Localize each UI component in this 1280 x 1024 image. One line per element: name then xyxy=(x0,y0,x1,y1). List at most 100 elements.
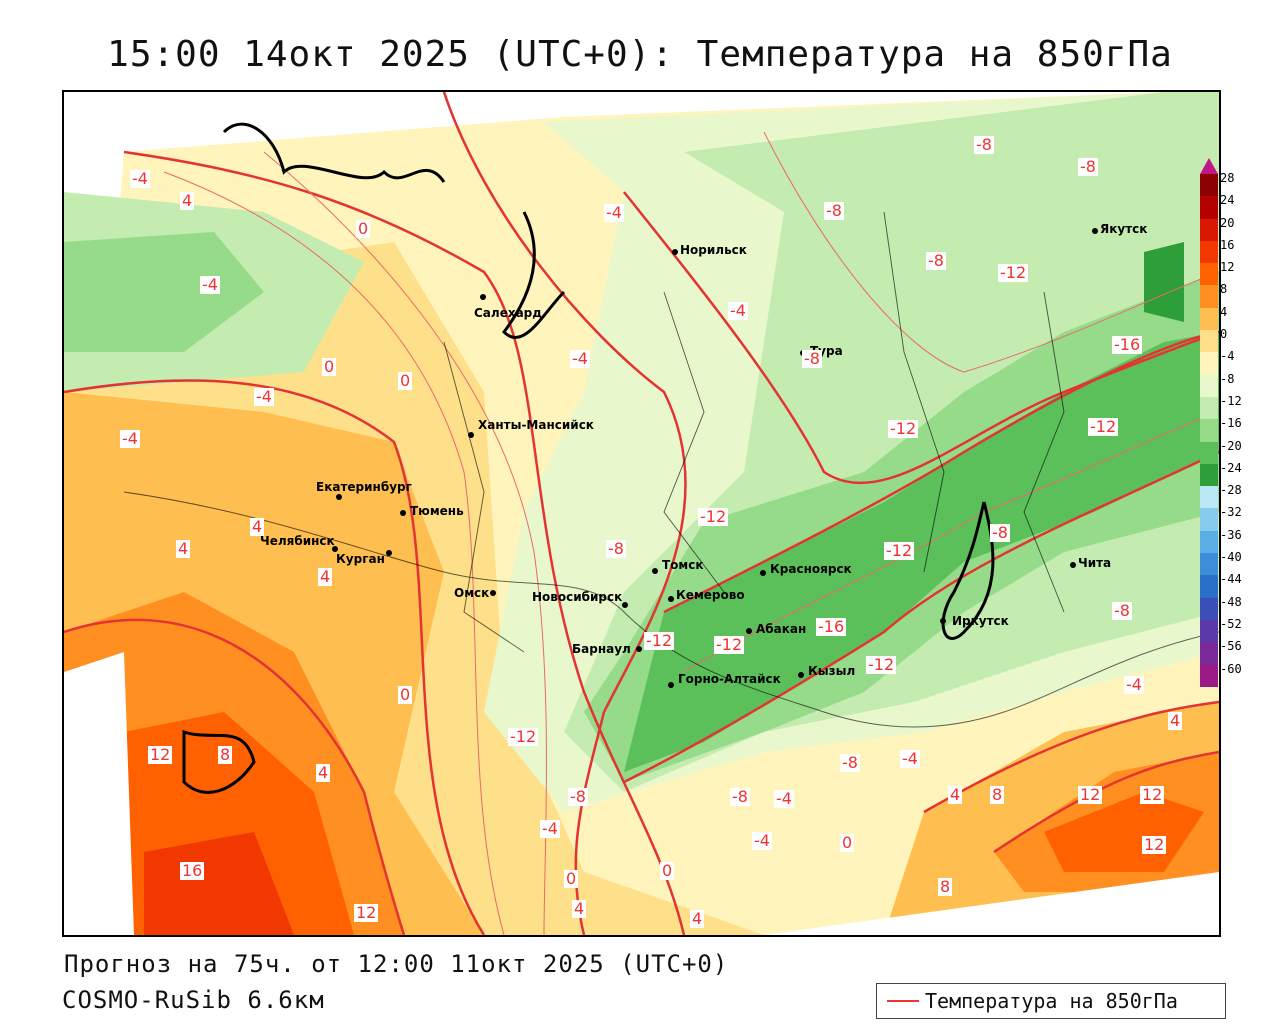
contour-label: 8 xyxy=(938,877,953,896)
contour-label: 12 xyxy=(1140,785,1165,804)
contour-label: -8 xyxy=(1112,601,1132,620)
color-scale-tick: -28 xyxy=(1220,483,1242,498)
contour-label: -8 xyxy=(974,135,994,154)
contour-label: -4 xyxy=(752,831,772,850)
contour-label: -4 xyxy=(254,387,274,406)
contour-label: -12 xyxy=(888,419,919,438)
color-scale-swatch xyxy=(1200,352,1218,375)
contour-label: 4 xyxy=(948,785,963,804)
color-scale-swatch xyxy=(1200,619,1218,643)
color-scale-ticks: 28 24 20 16 12 8 4 0 -4 -8 -12 -16 -20 -24 -28 -32 -36 -4… xyxy=(1220,172,1242,685)
contour-label: 4 xyxy=(180,191,195,210)
color-scale-tick: -20 xyxy=(1220,438,1242,453)
city-label: Ханты-Мансийск xyxy=(478,418,594,432)
color-scale-swatch xyxy=(1200,530,1218,554)
city-label: Челябинск xyxy=(260,534,335,548)
color-scale-swatch xyxy=(1200,374,1218,397)
contour-label: -4 xyxy=(200,275,220,294)
color-scale-swatch xyxy=(1200,597,1218,620)
color-scale-tick: -36 xyxy=(1220,527,1242,542)
color-scale-swatch xyxy=(1200,263,1218,286)
contour-label: -12 xyxy=(866,655,897,674)
color-scale-swatch xyxy=(1200,330,1218,353)
contour-label: -4 xyxy=(604,203,624,222)
contour-label: 4 xyxy=(316,763,331,782)
city-label: Барнаул xyxy=(572,642,631,656)
color-scale-swatch xyxy=(1200,642,1218,665)
city-label: Омск xyxy=(454,586,490,600)
contour-label: 8 xyxy=(218,745,233,764)
city-label: Норильск xyxy=(680,243,747,257)
contour-label: 12 xyxy=(1078,785,1103,804)
contour-label: -12 xyxy=(998,263,1029,282)
contour-label: 4 xyxy=(318,567,333,586)
color-scale-tick: 12 xyxy=(1220,260,1235,275)
color-scale-swatch xyxy=(1200,486,1218,509)
city-label: Екатеринбург xyxy=(316,480,412,494)
contour-label: -12 xyxy=(508,727,539,746)
color-scale-tick: 4 xyxy=(1220,304,1228,319)
color-scale-tick: 8 xyxy=(1220,282,1228,297)
contour-label: 0 xyxy=(398,371,413,390)
contour-label: -8 xyxy=(824,201,844,220)
contour-label: -12 xyxy=(884,541,915,560)
color-scale-swatch xyxy=(1200,463,1218,487)
color-scale-tick: -32 xyxy=(1220,505,1242,520)
contour-label: 0 xyxy=(398,685,413,704)
color-scale-swatch xyxy=(1200,174,1218,197)
map-panel: Норильск Якутск Салехард Тура Ханты-Манс… xyxy=(62,90,1221,937)
city-label: Чита xyxy=(1078,556,1112,570)
legend-label: Температура на 850гПа xyxy=(925,989,1178,1013)
color-scale-tick: -60 xyxy=(1220,661,1242,676)
contour-label: 4 xyxy=(1168,711,1183,730)
color-scale-swatch xyxy=(1200,419,1218,442)
color-scale-swatch xyxy=(1200,575,1218,598)
forecast-info: Прогноз на 75ч. от 12:00 11окт 2025 (UTC… xyxy=(64,950,729,978)
contour-label: 0 xyxy=(564,869,579,888)
contour-label: 4 xyxy=(176,539,191,558)
contour-label: -16 xyxy=(1112,335,1143,354)
color-scale-tick: 20 xyxy=(1220,215,1235,230)
color-scale-tick: 16 xyxy=(1220,237,1235,252)
contour-label: -8 xyxy=(730,787,750,806)
contour-label: -4 xyxy=(130,169,150,188)
contour-label: 0 xyxy=(840,833,855,852)
color-scale-swatch xyxy=(1200,218,1218,241)
contour-label: -4 xyxy=(774,789,794,808)
color-scale-swatch xyxy=(1200,196,1218,219)
contour-label: 4 xyxy=(572,899,587,918)
contour-label: 0 xyxy=(322,357,337,376)
color-scale-tick: -8 xyxy=(1220,371,1235,386)
contour-label: -12 xyxy=(644,631,675,650)
color-scale-swatch xyxy=(1200,553,1218,576)
city-label: Якутск xyxy=(1100,222,1148,236)
contour-label: 12 xyxy=(354,903,379,922)
color-scale-swatch xyxy=(1200,664,1218,687)
color-scale-swatch xyxy=(1200,441,1218,464)
city-label: Кемерово xyxy=(676,588,745,602)
color-scale-tick: -16 xyxy=(1220,416,1242,431)
contour-label: 4 xyxy=(690,909,705,928)
contour-label: -4 xyxy=(728,301,748,320)
color-scale-tick: -40 xyxy=(1220,550,1242,565)
color-scale-tick: 24 xyxy=(1220,193,1235,208)
city-label: Красноярск xyxy=(770,562,852,576)
color-scale-tick: -56 xyxy=(1220,639,1242,654)
city-label: Тюмень xyxy=(410,504,464,518)
color-scale-swatch xyxy=(1200,240,1218,264)
contour-label: -12 xyxy=(698,507,729,526)
map-title: 15:00 14окт 2025 (UTC+0): Температура на… xyxy=(107,34,1173,75)
contour-label: -4 xyxy=(900,749,920,768)
legend-line-icon xyxy=(887,1000,919,1002)
color-scale-swatch xyxy=(1200,508,1218,531)
city-label: Горно-Алтайск xyxy=(678,672,781,686)
city-label: Курган xyxy=(336,552,385,566)
contour-label: 0 xyxy=(356,219,371,238)
city-label: Новосибирск xyxy=(532,590,623,604)
contour-label: -8 xyxy=(840,753,860,772)
contour-label: 12 xyxy=(1142,835,1167,854)
contour-label: -12 xyxy=(714,635,745,654)
color-scale-tick: -48 xyxy=(1220,594,1242,609)
contour-label: 16 xyxy=(180,861,205,880)
model-name: COSMO-RuSib 6.6км xyxy=(62,986,325,1014)
